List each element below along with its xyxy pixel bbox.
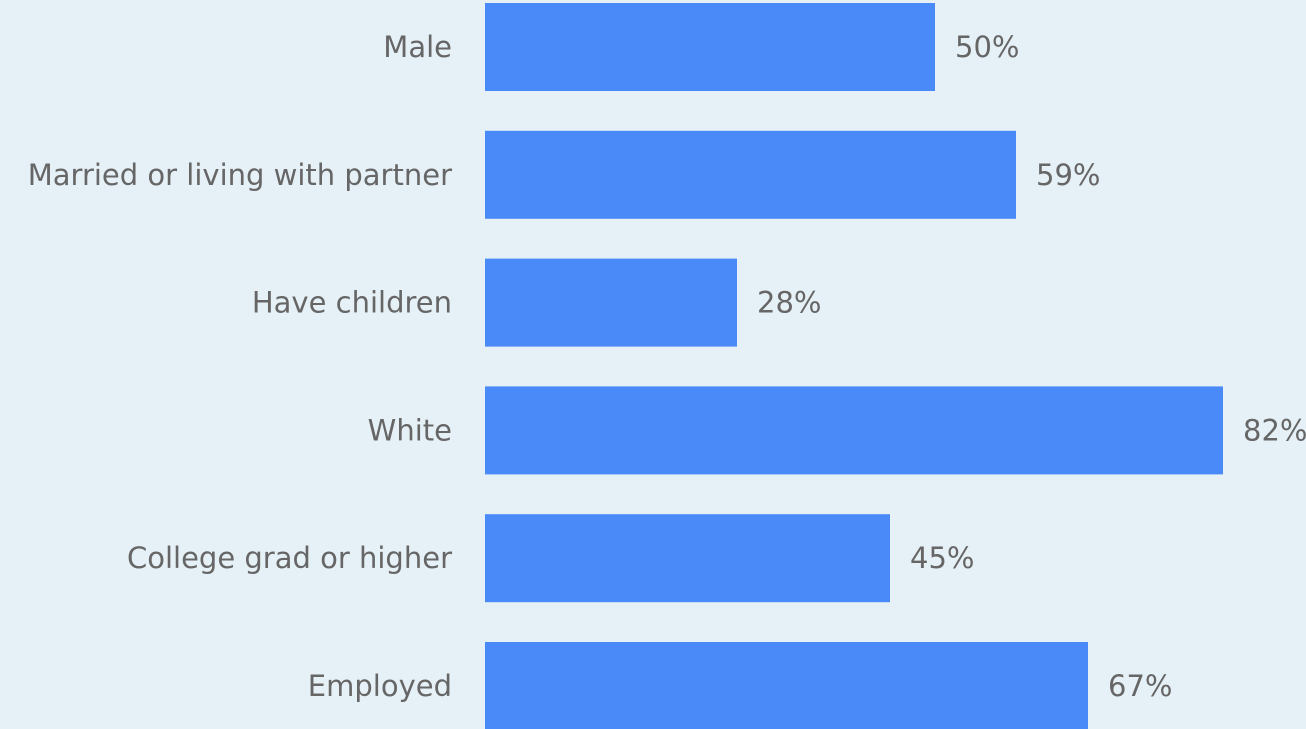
bar [485,130,1016,219]
category-label: Male [383,30,452,64]
category-label: Employed [308,669,452,703]
value-label: 82% [1243,413,1306,447]
category-label: Married or living with partner [28,158,452,192]
bar [485,514,890,603]
bar [485,258,737,347]
category-label: Have children [252,286,452,320]
bar [485,3,935,91]
bar [485,642,1088,729]
value-label: 59% [1036,158,1100,192]
value-label: 67% [1108,669,1172,703]
category-label: College grad or higher [127,541,452,575]
bar [485,386,1223,475]
value-label: 50% [955,30,1019,64]
category-label: White [368,413,452,447]
value-label: 45% [910,541,974,575]
value-label: 28% [757,286,821,320]
